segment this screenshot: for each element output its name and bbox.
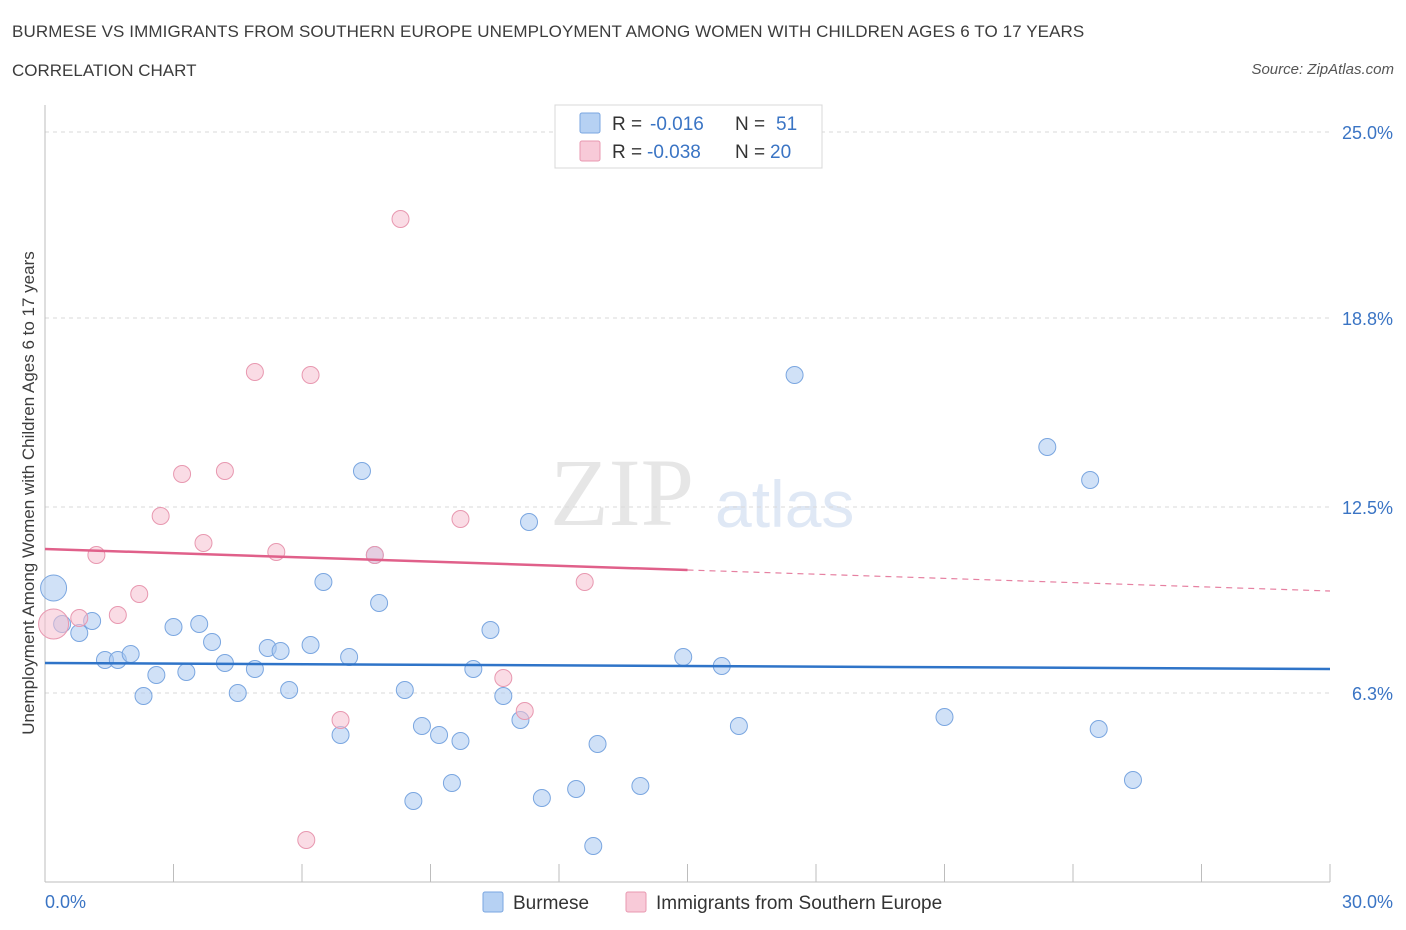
burmese-point-27	[404, 792, 423, 810]
burmese-point-33	[481, 621, 500, 639]
burmese-point-12	[203, 633, 222, 651]
burmese-point-32	[464, 660, 483, 678]
burmese-point-41	[631, 777, 650, 795]
southern-europe-point-15	[391, 210, 410, 228]
southern-europe-point-2	[87, 546, 106, 564]
burmese-point-50	[1123, 771, 1142, 789]
stats-n-value-southern-europe: 20	[770, 142, 791, 163]
legend-label-burmese: Burmese	[513, 893, 589, 914]
southern-europe-point-1	[70, 609, 89, 627]
watermark: ZIP atlas	[550, 439, 854, 546]
burmese-point-39	[584, 837, 603, 855]
burmese-point-14	[228, 684, 247, 702]
southern-europe-point-19	[575, 573, 594, 591]
stats-swatch-burmese	[579, 112, 601, 134]
x-tick-label-max: 30.0%	[1342, 892, 1393, 912]
burmese-point-25	[370, 594, 389, 612]
watermark-zip: ZIP	[550, 439, 694, 546]
y-tick-label-1: 18.8%	[1342, 309, 1393, 329]
burmese-point-36	[520, 513, 539, 531]
burmese-point-37	[532, 789, 551, 807]
y-tick-labels: 25.0% 18.8% 12.5% 6.3%	[1342, 123, 1393, 704]
southern-europe-point-13	[331, 711, 350, 729]
burmese-point-30	[442, 774, 461, 792]
southern-europe-trend-line	[44, 547, 688, 572]
burmese-point-2	[70, 624, 89, 642]
burmese-trend-line	[44, 661, 1331, 671]
burmese-point-23	[352, 462, 371, 480]
burmese-point-42	[674, 648, 693, 666]
stats-r-value-southern-europe: -0.038	[647, 142, 701, 163]
y-axis-label: Unemployment Among Women with Children A…	[19, 251, 38, 735]
burmese-point-44	[729, 717, 748, 735]
southern-europe-point-0	[38, 608, 70, 640]
burmese-point-48	[1081, 471, 1100, 489]
burmese-point-29	[430, 726, 449, 744]
stats-n-label-burmese: N =	[735, 114, 765, 135]
burmese-point-10	[177, 663, 196, 681]
y-tick-label-2: 12.5%	[1342, 498, 1393, 518]
legend-label-southern-europe: Immigrants from Southern Europe	[656, 893, 942, 914]
burmese-point-28	[412, 717, 431, 735]
burmese-point-26	[395, 681, 414, 699]
southern-europe-point-5	[151, 507, 170, 525]
burmese-point-31	[451, 732, 470, 750]
southern-europe-point-9	[245, 363, 264, 381]
southern-europe-point-16	[451, 510, 470, 528]
southern-europe-point-12	[297, 831, 316, 849]
stats-n-label-southern-europe: N =	[735, 142, 765, 163]
burmese-point-38	[567, 780, 586, 798]
burmese-point-17	[271, 642, 290, 660]
burmese-point-45	[785, 366, 804, 384]
burmese-point-22	[340, 648, 359, 666]
stats-r-label-southern-europe: R =	[612, 142, 642, 163]
burmese-point-47	[1038, 438, 1057, 456]
burmese-point-6	[121, 645, 140, 663]
southern-europe-point-3	[108, 606, 127, 624]
southern-europe-point-7	[194, 534, 213, 552]
southern-europe-point-4	[130, 585, 149, 603]
stats-box: R = -0.016 N = 51 R = -0.038 N = 20	[554, 104, 823, 169]
burmese-point-20	[314, 573, 333, 591]
x-tick-label-min: 0.0%	[45, 892, 86, 912]
axes	[44, 105, 1331, 883]
stats-swatch-southern-europe	[579, 140, 601, 162]
southern-europe-point-18	[515, 702, 534, 720]
legend-swatch-southern-europe	[625, 891, 647, 913]
stats-n-value-burmese: 51	[776, 114, 797, 135]
stats-r-value-burmese: -0.016	[650, 114, 704, 135]
southern-europe-point-6	[173, 465, 192, 483]
gridlines	[45, 131, 1330, 694]
southern-europe-point-11	[301, 366, 320, 384]
burmese-point-46	[935, 708, 954, 726]
y-tick-label-0: 25.0%	[1342, 123, 1393, 143]
southern-europe-point-17	[494, 669, 513, 687]
burmese-point-18	[280, 681, 299, 699]
burmese-point-11	[190, 615, 209, 633]
burmese-point-21	[331, 726, 350, 744]
chart-title: BURMESE VS IMMIGRANTS FROM SOUTHERN EURO…	[12, 22, 1085, 41]
burmese-point-40	[588, 735, 607, 753]
burmese-point-9	[164, 618, 183, 636]
burmese-point-7	[134, 687, 153, 705]
chart-subtitle: CORRELATION CHART	[12, 61, 197, 80]
southern-europe-point-8	[215, 462, 234, 480]
burmese-point-0	[40, 574, 68, 602]
legend: Burmese Immigrants from Southern Europe	[482, 891, 942, 914]
source-label: Source: ZipAtlas.com	[1251, 61, 1394, 78]
burmese-point-19	[301, 636, 320, 654]
legend-swatch-burmese	[482, 891, 504, 913]
burmese-point-49	[1089, 720, 1108, 738]
trend-lines	[44, 547, 1331, 671]
burmese-point-34	[494, 687, 513, 705]
watermark-atlas: atlas	[715, 467, 854, 541]
southern-europe-trend-extension	[687, 569, 1331, 592]
y-tick-label-3: 6.3%	[1352, 684, 1393, 704]
burmese-point-8	[147, 666, 166, 684]
stats-r-label-burmese: R =	[612, 114, 642, 135]
